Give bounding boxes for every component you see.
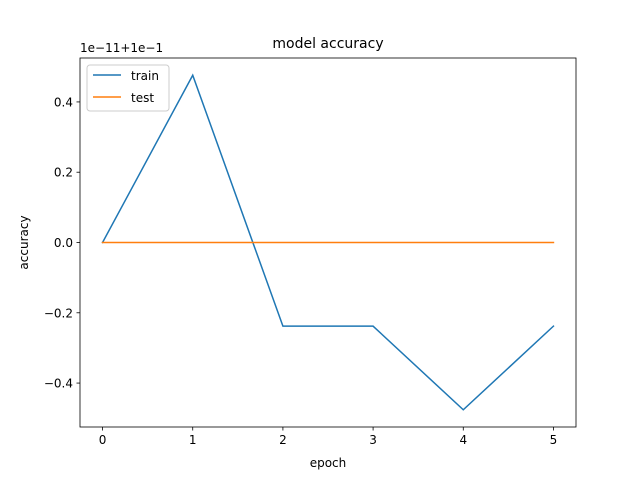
x-tick-label: 1 bbox=[189, 433, 197, 447]
legend: train test bbox=[86, 64, 170, 112]
x-tick-label: 0 bbox=[99, 433, 107, 447]
x-axis-label: epoch bbox=[310, 456, 347, 470]
y-tick-label: 0.0 bbox=[54, 236, 73, 250]
legend-box bbox=[86, 64, 170, 112]
x-tick-label: 3 bbox=[369, 433, 377, 447]
x-tick-label: 2 bbox=[279, 433, 287, 447]
axis-ticks: 0 1 2 3 4 5 −0.4 −0.2 0.0 0.2 0.4 bbox=[44, 95, 557, 447]
y-tick-label: 0.4 bbox=[54, 95, 73, 109]
legend-label-train: train bbox=[131, 69, 159, 83]
y-tick-label: −0.2 bbox=[44, 306, 73, 320]
y-offset-text: 1e−11+1e−1 bbox=[80, 41, 163, 55]
y-tick-label: −0.4 bbox=[44, 377, 73, 391]
plot-series bbox=[101, 73, 555, 411]
legend-label-test: test bbox=[131, 91, 154, 105]
y-tick-label: 0.2 bbox=[54, 166, 73, 180]
plot-frame bbox=[79, 57, 577, 428]
x-tick-label: 4 bbox=[459, 433, 467, 447]
series-line-train bbox=[101, 73, 555, 411]
y-axis-label: accuracy bbox=[17, 215, 31, 269]
x-tick-label: 5 bbox=[550, 433, 558, 447]
chart-title: model accuracy bbox=[272, 36, 383, 52]
